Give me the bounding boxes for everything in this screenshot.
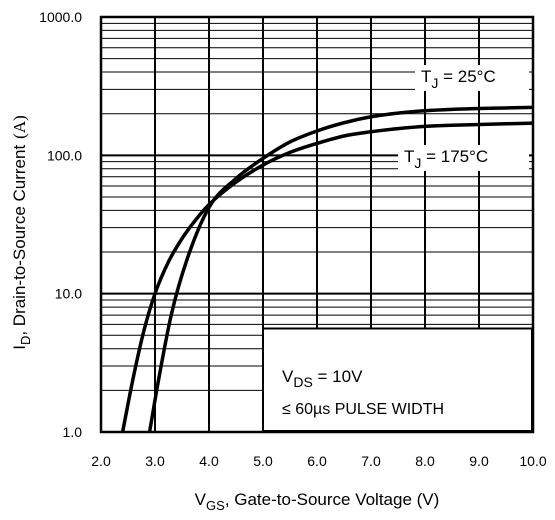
series-label-25c-subscript: J bbox=[431, 75, 438, 91]
series-label-layer: TJ = 25°CTJ = 175°C bbox=[398, 65, 529, 171]
annotation-vds-subscript: DS bbox=[293, 374, 312, 390]
series-label-175c-subscript: J bbox=[414, 155, 421, 171]
y-axis-title-unit: (A) bbox=[10, 115, 29, 139]
y-tick-label: 10.0 bbox=[55, 286, 82, 302]
x-tick-label: 3.0 bbox=[145, 453, 165, 469]
x-axis-title-subscript: GS bbox=[206, 498, 225, 513]
series-label-25c-text: = 25°C bbox=[438, 67, 495, 86]
series-line-25c bbox=[147, 105, 534, 433]
series-label-25c-background bbox=[415, 65, 529, 91]
y-axis-title: ID, Drain-to-Source Current (A) bbox=[10, 115, 33, 350]
y-tick-labels: 1.0 10.0 100.0 1000.0 bbox=[39, 9, 82, 440]
y-axis-title-text: , Drain-to-Source Current bbox=[10, 145, 29, 336]
series-label-175c-text: = 175°C bbox=[421, 147, 488, 166]
series-line-175c bbox=[120, 121, 534, 433]
series-label-25c-symbol: T bbox=[421, 67, 431, 86]
x-tick-label: 9.0 bbox=[469, 453, 489, 469]
series-label-175c-background bbox=[398, 145, 529, 171]
x-tick-label: 5.0 bbox=[253, 453, 273, 469]
x-axis-title: VGS, Gate-to-Source Voltage (V) bbox=[195, 490, 440, 513]
x-tick-label: 4.0 bbox=[199, 453, 219, 469]
y-tick-label: 1.0 bbox=[63, 424, 83, 440]
x-axis-title-symbol: V bbox=[195, 490, 207, 509]
x-tick-label: 10.0 bbox=[519, 453, 546, 469]
annotation-vds-text: = 10V bbox=[313, 367, 363, 386]
x-tick-label: 7.0 bbox=[361, 453, 381, 469]
y-axis-title-symbol: I bbox=[10, 345, 29, 350]
series-label-175c: TJ = 175°C bbox=[404, 147, 488, 171]
series-label-175c-symbol: T bbox=[404, 147, 414, 166]
annotation-vds-line: VDS = 10V bbox=[282, 367, 363, 390]
annotation-vds-symbol: V bbox=[282, 367, 294, 386]
y-axis-title-subscript: D bbox=[18, 336, 33, 345]
x-tick-label: 8.0 bbox=[415, 453, 435, 469]
series-label-25c: TJ = 25°C bbox=[421, 67, 496, 91]
series-layer bbox=[120, 105, 534, 433]
annotation-box bbox=[262, 327, 533, 433]
x-tick-label: 6.0 bbox=[307, 453, 327, 469]
y-tick-label: 1000.0 bbox=[39, 9, 82, 25]
x-tick-label: 2.0 bbox=[91, 453, 111, 469]
x-axis-title-text: , Gate-to-Source Voltage (V) bbox=[225, 490, 440, 509]
y-tick-label: 100.0 bbox=[47, 147, 82, 163]
annotation-pulse-width-line: ≤ 60µs PULSE WIDTH bbox=[282, 401, 444, 418]
x-tick-labels: 2.0 3.0 4.0 5.0 6.0 7.0 8.0 9.0 10.0 bbox=[91, 453, 547, 469]
